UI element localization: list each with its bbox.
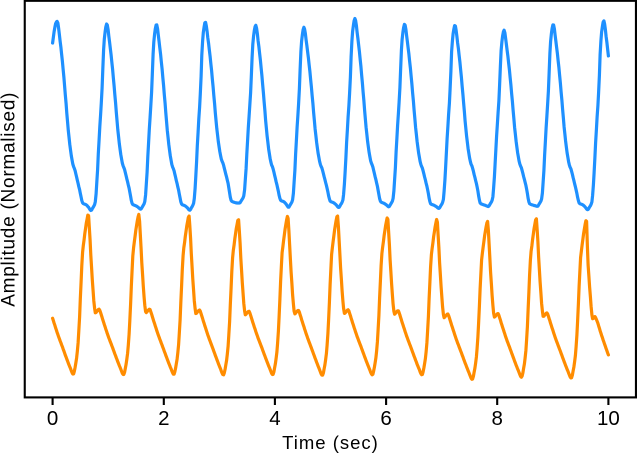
svg-text:4: 4	[269, 407, 280, 430]
svg-text:Time (sec): Time (sec)	[282, 432, 379, 453]
svg-text:8: 8	[491, 407, 502, 430]
svg-text:10: 10	[597, 407, 620, 430]
svg-text:6: 6	[380, 407, 391, 430]
svg-text:0: 0	[47, 407, 58, 430]
svg-text:2: 2	[158, 407, 169, 430]
svg-text:Amplitude (Normalised): Amplitude (Normalised)	[0, 92, 20, 307]
